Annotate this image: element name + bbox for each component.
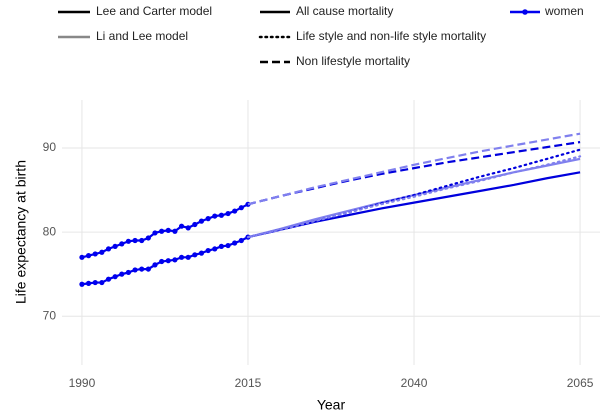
data-point [99,279,105,286]
data-point [212,246,218,252]
data-point [79,254,85,260]
legend-label: women [544,4,584,18]
y-tick-label: 90 [43,140,57,154]
data-point [238,205,244,211]
data-point [112,274,118,280]
y-tick-label: 80 [43,224,57,238]
legend-label: All cause mortality [296,4,393,18]
data-point [125,269,132,276]
data-point [205,216,211,222]
legend-label: Lee and Carter model [96,4,212,18]
data-point [232,208,238,214]
data-point [105,246,112,252]
data-point [212,213,218,219]
data-point [185,254,191,260]
legend-key-point [522,9,528,15]
data-point [145,235,151,241]
data-point [105,276,112,282]
data-point [132,237,138,244]
y-tick-label: 70 [43,308,57,322]
series-line [246,155,582,239]
x-tick-label: 1990 [69,376,96,390]
data-point [92,251,98,257]
x-tick-label: 2015 [235,376,262,390]
data-point [79,281,85,287]
data-point [172,228,178,234]
data-point [198,250,205,256]
series-line [247,132,581,206]
data-point [165,227,171,233]
y-axis-title: Life expectancy at birth [13,160,29,304]
data-point [225,242,231,249]
series-line [247,140,581,206]
data-point [99,249,105,255]
x-tick-label: 2065 [567,376,594,390]
data-point [165,258,171,264]
data-point [238,237,244,244]
data-point [92,279,98,286]
series-line [81,236,249,286]
data-point [178,223,185,229]
data-point [139,237,145,244]
data-point [218,243,225,249]
legend-label: Li and Lee model [96,29,188,43]
data-point [119,271,125,277]
data-point [119,241,125,247]
data-point [85,280,92,286]
data-point [218,212,225,218]
x-axis-title: Year [317,397,346,413]
data-point [112,243,118,249]
data-point [152,262,158,268]
data-point [205,247,211,254]
data-point [185,225,191,231]
data-point [225,210,231,217]
data-point [139,266,145,272]
data-point [172,257,178,263]
data-point [125,238,132,244]
data-point [192,252,198,258]
data-point [198,218,205,224]
data-point [132,267,138,273]
data-point [85,253,92,259]
data-point [178,254,185,260]
legend-label: Life style and non-life style mortality [296,29,486,43]
data-point [152,230,158,236]
data-point [192,221,198,228]
data-point [145,266,151,272]
data-point [159,228,165,234]
legend-label: Non lifestyle mortality [296,54,410,68]
x-tick-label: 2040 [401,376,428,390]
data-point [159,258,165,265]
data-point [232,240,238,246]
